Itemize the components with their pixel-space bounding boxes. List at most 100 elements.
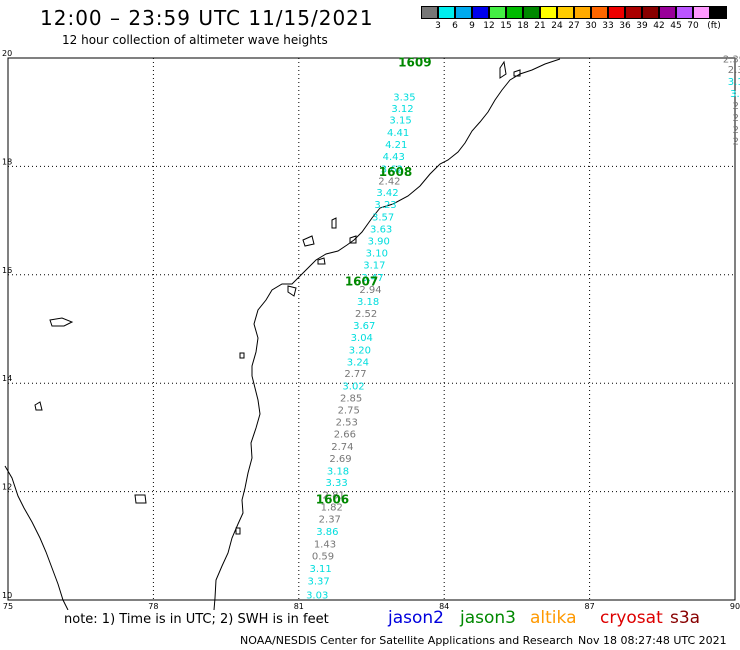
wave-height-value: 1.82	[321, 503, 343, 514]
legend-swatch	[523, 6, 540, 19]
wave-height-value: 2.53	[336, 417, 358, 428]
lat-label: 14	[2, 374, 12, 383]
island-10	[499, 60, 507, 79]
lat-label: 18	[2, 157, 12, 166]
wave-height-value: 1.43	[314, 539, 336, 550]
island-3	[134, 494, 147, 504]
wave-height-value: 3.57	[372, 213, 394, 224]
legend-tick-label: 70	[687, 21, 699, 31]
legend-swatch	[693, 6, 710, 19]
wave-height-value: 3.62	[381, 164, 403, 175]
wave-height-value: 2	[733, 137, 739, 148]
wave-height-value: 3.20	[349, 345, 371, 356]
wave-height-value: 3.18	[327, 466, 349, 477]
island-11	[513, 69, 521, 77]
coastline-india-east	[213, 58, 561, 610]
legend-swatch	[659, 6, 676, 19]
legend-tick-label: 3	[435, 21, 441, 31]
legend-swatch	[540, 6, 557, 19]
wave-height-value: 4.41	[387, 128, 409, 139]
lon-label: 84	[439, 602, 449, 610]
legend-tick-label: (ft)	[707, 21, 721, 31]
wave-height-value: 3.37	[308, 576, 330, 587]
legend-swatch	[455, 6, 472, 19]
wave-height-value: 3.11	[309, 564, 331, 575]
island-7	[349, 235, 357, 244]
page-subtitle: 12 hour collection of altimeter wave hei…	[62, 33, 328, 47]
wave-height-value: 4.21	[385, 140, 407, 151]
wave-height-value: 3.18	[357, 297, 379, 308]
page-title: 12:00 – 23:59 UTC 11/15/2021	[40, 6, 374, 30]
pass-labels: 1609 1608 1607 1606	[316, 56, 432, 507]
pass-number-label: 1606	[316, 493, 349, 507]
legend-tick-label: 45	[670, 21, 682, 31]
legend-tick-label: 24	[551, 21, 563, 31]
lon-label: 78	[148, 602, 158, 610]
wave-height-value: 3.63	[370, 225, 392, 236]
satellite-jason3: jason3	[460, 608, 516, 628]
wave-height-value: 3.17	[363, 260, 385, 271]
legend-tick-label: 15	[500, 21, 512, 31]
legend-swatch	[438, 6, 455, 19]
island-1	[49, 317, 74, 327]
color-legend: 3 6 9 12 15 18 21 24 27 30 33 36 39 42 45 70 (ft)	[421, 6, 727, 33]
legend-swatch	[421, 6, 438, 19]
wave-height-value: 3.33	[325, 478, 347, 489]
satellite-jason2: jason2	[388, 608, 444, 628]
legend-tick-label: 12	[483, 21, 495, 31]
wave-height-value: 3.67	[353, 321, 375, 332]
satellite-s3a: s3a	[670, 608, 701, 628]
wave-height-value: 2.39	[723, 54, 740, 65]
wave-height-value: 3.15	[389, 116, 411, 127]
legend-swatch	[710, 6, 727, 19]
island-2	[34, 401, 43, 411]
wave-height-value: 3.03	[306, 590, 328, 601]
legend-tick-label: 9	[469, 21, 475, 31]
map-grid	[7, 57, 736, 601]
wave-height-value: 3.23	[374, 200, 396, 211]
legend-tick-label: 21	[534, 21, 546, 31]
wave-height-value: 3.04	[351, 333, 373, 344]
wave-height-value: 3.10	[366, 248, 388, 259]
legend-tick-label: 6	[452, 21, 458, 31]
wave-height-value: 3.35	[393, 92, 415, 103]
wave-height-value: 4.43	[383, 152, 405, 163]
wave-height-value: 2.77	[344, 369, 366, 380]
wave-height-value: 2.42	[378, 176, 400, 187]
timestamp-text: Nov 18 08:27:48 UTC 2021	[578, 634, 727, 647]
wave-height-value: 3.24	[347, 357, 369, 368]
wave-height-value: 2.69	[329, 454, 351, 465]
lat-label: 20	[2, 49, 12, 58]
coastline-west	[4, 465, 69, 610]
island-6	[331, 217, 337, 229]
wave-height-value: 2.3	[728, 65, 740, 76]
pass-number-label: 1609	[398, 56, 431, 70]
legend-swatch	[608, 6, 625, 19]
wave-height-value: 3.90	[368, 236, 390, 247]
satellite-altika: altika	[530, 608, 577, 628]
wave-height-value: 2	[733, 125, 739, 136]
island-9	[287, 285, 297, 297]
island-5	[302, 235, 315, 247]
wave-height-value: 2	[733, 113, 739, 124]
legend-swatch	[557, 6, 574, 19]
altimeter-track: 3.03 3.373.11 0.591.433.86 2.371.822.81 3.33…	[306, 54, 740, 601]
legend-swatch	[489, 6, 506, 19]
wave-height-value: 2.37	[319, 514, 341, 525]
wave-height-value: 0.59	[312, 551, 334, 562]
legend-tick-label: 33	[602, 21, 614, 31]
lon-label: 81	[294, 602, 304, 610]
wave-height-value: 2.85	[340, 394, 362, 405]
wave-height-value: 2.52	[355, 309, 377, 320]
wave-height-value: 3.1	[728, 77, 740, 88]
island-4	[239, 352, 245, 359]
legend-tick-label: 30	[585, 21, 597, 31]
footer-note: note: 1) Time is in UTC; 2) SWH is in fe…	[64, 612, 329, 627]
pass-number-label: 1608	[379, 165, 412, 179]
wave-height-value: 3.86	[316, 527, 338, 538]
lon-label: 75	[3, 602, 13, 610]
coastline	[4, 58, 561, 610]
satellite-cryosat: cryosat	[600, 608, 663, 628]
wave-height-value: 2.81	[323, 491, 345, 502]
lat-label: 16	[2, 266, 12, 275]
